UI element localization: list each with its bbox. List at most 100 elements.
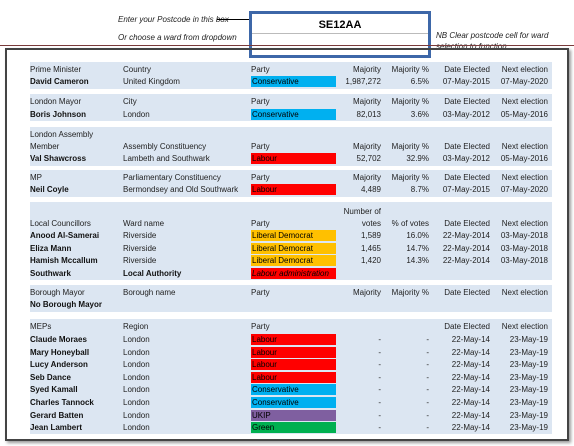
header-party: Party: [251, 97, 270, 106]
mep-region: London: [123, 372, 150, 382]
note-line-2: selection to function: [436, 42, 507, 51]
date-elected-value: 22-May-14: [451, 335, 490, 344]
header-party: Party: [251, 322, 270, 331]
mep-name: Lucy Anderson: [30, 360, 88, 370]
postcode-input[interactable]: SE12AA: [249, 11, 431, 58]
date-elected-value: 07-May-2015: [442, 77, 490, 86]
party-cell: Liberal Democrat: [251, 255, 336, 266]
header-next-election: Next election: [501, 97, 548, 106]
header-role: MP: [30, 173, 42, 182]
majority-value: -: [378, 372, 381, 382]
party-cell: Liberal Democrat: [251, 242, 336, 254]
header-next-election: Next election: [501, 173, 548, 182]
authority-label: Local Authority: [123, 269, 182, 278]
majority-pct-value: 3.6%: [410, 110, 429, 119]
majority-value: -: [378, 360, 381, 370]
majority-value: -: [378, 410, 381, 420]
party-cell: Liberal Democrat: [251, 230, 336, 241]
date-elected-value: 22-May-14: [451, 398, 490, 407]
mep-region: London: [123, 347, 150, 357]
header-divider: [0, 45, 574, 46]
header-date-elected: Date Elected: [444, 322, 490, 331]
borough-section: [30, 285, 552, 312]
assembly-title: London Assembly: [30, 130, 94, 139]
next-election-value: 23-May-19: [509, 410, 548, 420]
date-elected-value: 22-May-2014: [442, 231, 490, 240]
header-next-election: Next election: [501, 219, 548, 228]
party-cell: Labour: [251, 334, 336, 345]
party-cell: Labour: [251, 371, 336, 383]
mep-name: Seb Dance: [30, 372, 71, 382]
header-role: Local Councillors: [30, 219, 91, 228]
votes-value: 1,420: [360, 256, 381, 265]
header-party: Party: [251, 142, 270, 151]
majority-pct-value: -: [426, 423, 429, 433]
majority-pct-value: 32.9%: [406, 154, 429, 163]
majority-pct-value: 6.5%: [410, 77, 429, 86]
borough-mayor-name: No Borough Mayor: [30, 300, 102, 309]
majority-value: -: [378, 423, 381, 433]
header-next-election: Next election: [501, 288, 548, 297]
date-elected-value: 22-May-14: [451, 360, 490, 370]
header-date-elected: Date Elected: [444, 173, 490, 182]
majority-pct-value: -: [426, 360, 429, 370]
date-elected-value: 22-May-2014: [442, 243, 490, 253]
next-election-value: 23-May-19: [509, 398, 548, 407]
member-area: Lambeth and Southwark: [123, 154, 210, 163]
authority-party-cell: Labour administration: [251, 268, 336, 279]
header-majority: Majority: [352, 97, 381, 106]
majority-value: -: [378, 385, 381, 395]
councillor-name: Hamish Mccallum: [30, 256, 98, 265]
header-role: Prime Minister: [30, 65, 82, 74]
header-next-election: Next election: [501, 142, 548, 151]
header-party: Party: [251, 65, 270, 74]
member-name: Boris Johnson: [30, 110, 87, 119]
header-area: Ward name: [123, 219, 165, 228]
date-elected-value: 03-May-2012: [442, 154, 490, 163]
votes-pct-value: 16.0%: [406, 231, 429, 240]
date-elected-value: 03-May-2012: [442, 110, 490, 119]
header-date-elected: Date Elected: [444, 219, 490, 228]
header-majority: Majority: [352, 65, 381, 74]
councillor-ward: Riverside: [123, 256, 157, 265]
majority-pct-value: -: [426, 335, 429, 344]
member-area: United Kingdom: [123, 77, 180, 86]
header-majority-pct: Majority %: [391, 288, 429, 297]
member-name: Neil Coyle: [30, 185, 69, 194]
next-election-value: 07-May-2020: [500, 77, 548, 86]
header-role: Member: [30, 142, 60, 151]
header-number-of: Number of: [343, 207, 381, 216]
party-cell: Conservative: [251, 384, 336, 396]
majority-pct-value: -: [426, 410, 429, 420]
header-date-elected: Date Elected: [444, 142, 490, 151]
mep-region: London: [123, 335, 150, 344]
header-role: London Mayor: [30, 97, 82, 106]
header-role: Borough Mayor: [30, 288, 85, 297]
header-majority: Majority: [352, 142, 381, 151]
postcode-value[interactable]: SE12AA: [318, 19, 362, 31]
date-elected-value: 22-May-14: [451, 410, 490, 420]
next-election-value: 05-May-2016: [500, 110, 548, 119]
postcode-hint: Enter your Postcode in this box: [118, 15, 229, 24]
header-area: Country: [123, 65, 152, 74]
header-majority-pct: Majority %: [391, 65, 429, 74]
next-election-value: 23-May-19: [509, 347, 548, 357]
party-cell: Labour: [251, 359, 336, 371]
header-majority: Majority: [352, 173, 381, 182]
member-area: Bermondsey and Old Southwark: [123, 185, 239, 194]
date-elected-value: 22-May-14: [451, 347, 490, 357]
mep-name: Charles Tannock: [30, 398, 94, 407]
majority-value: -: [378, 335, 381, 344]
mep-name: Gerard Batten: [30, 410, 84, 420]
date-elected-value: 22-May-14: [451, 423, 490, 433]
header-majority-pct: Majority %: [391, 142, 429, 151]
authority-name: Southwark: [30, 269, 71, 278]
date-elected-value: 22-May-2014: [442, 256, 490, 265]
councillors-section: [30, 202, 552, 280]
next-election-value: 23-May-19: [509, 385, 548, 395]
header-pct-votes: % of votes: [391, 219, 429, 228]
votes-pct-value: 14.3%: [406, 256, 429, 265]
header-majority-pct: Majority %: [391, 97, 429, 106]
mep-region: London: [123, 410, 150, 420]
councillor-name: Anood Al-Samerai: [30, 231, 100, 240]
